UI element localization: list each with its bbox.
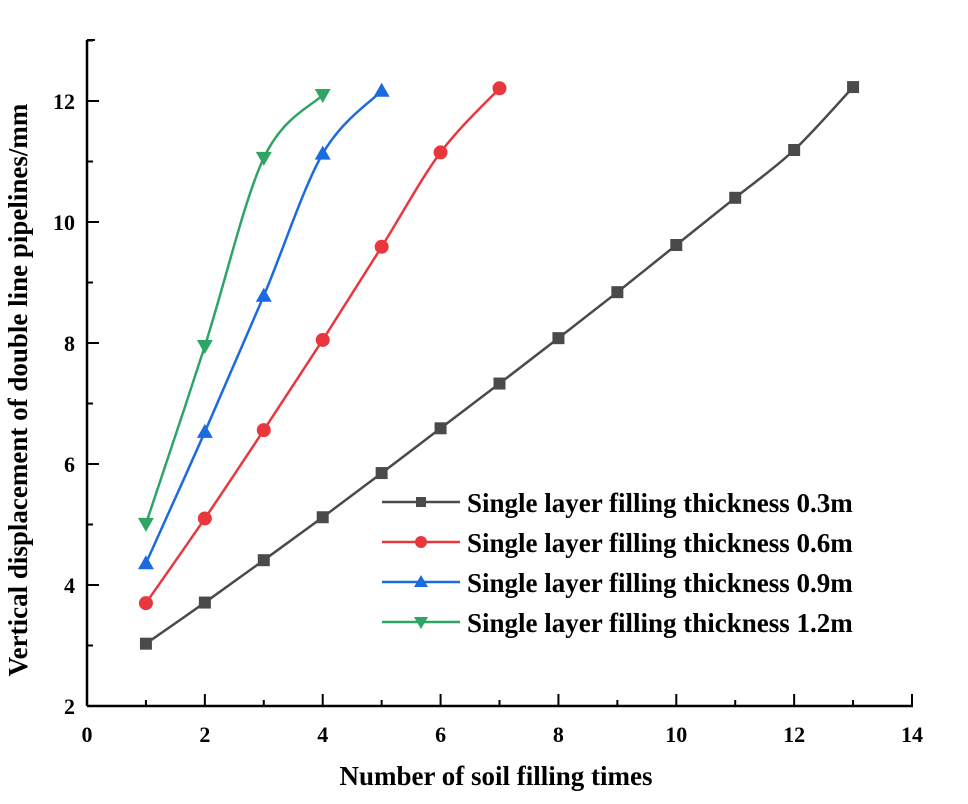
square-marker-icon [729,191,742,204]
circle-marker-icon [256,423,271,438]
square-marker-icon [375,467,388,480]
triangle-up-marker-icon [373,82,390,97]
series-3 [137,88,331,532]
square-marker-icon [847,81,860,94]
square-marker-icon [257,554,270,567]
series-2 [137,82,390,570]
x-tick-label: 2 [199,722,210,747]
square-marker-icon [198,596,211,609]
x-tick-label: 10 [665,722,687,747]
square-marker-icon [316,511,329,524]
y-tick-label: 8 [64,331,75,356]
series-line [145,86,854,645]
triangle-up-marker-icon [196,423,213,438]
circle-marker-icon [197,511,212,526]
legend-label: Single layer filling thickness 0.3m [467,488,853,518]
triangle-up-marker-icon [137,555,154,570]
series-line [144,94,324,525]
x-axis-title: Number of soil filling times [340,761,653,791]
x-tick-label: 6 [435,722,446,747]
y-tick-label: 10 [53,210,75,235]
triangle-down-marker-icon [255,151,272,166]
triangle-up-marker-icon [414,575,428,587]
y-tick-label: 6 [64,452,75,477]
triangle-down-marker-icon [137,517,154,532]
legend-label: Single layer filling thickness 0.6m [467,528,853,558]
square-marker-icon [552,332,565,345]
circle-marker-icon [492,81,507,96]
x-tick-label: 8 [553,722,564,747]
circle-marker-icon [374,239,389,254]
triangle-down-marker-icon [196,340,213,355]
circle-marker-icon [433,145,448,160]
x-tick-label: 0 [82,722,93,747]
y-tick-label: 2 [64,694,75,719]
series-group [137,81,860,650]
series-1 [138,81,507,611]
y-tick-label: 12 [53,89,75,114]
legend: Single layer filling thickness 0.3m Singl… [382,488,853,638]
x-tick-label: 4 [317,722,328,747]
circle-marker-icon [415,536,427,548]
y-tick-label: 4 [64,573,75,598]
legend-item: Single layer filling thickness 0.9m [382,568,853,598]
square-marker-icon [493,377,506,390]
triangle-up-marker-icon [255,287,272,302]
legend-item: Single layer filling thickness 0.6m [382,528,853,558]
series-0 [139,81,860,650]
square-marker-icon [670,238,683,251]
square-marker-icon [139,637,152,650]
triangle-down-marker-icon [314,88,331,103]
circle-marker-icon [315,332,330,347]
square-marker-icon [416,497,426,507]
legend-item: Single layer filling thickness 1.2m [382,608,853,638]
square-marker-icon [611,286,624,299]
circle-marker-icon [138,596,153,611]
x-tick-label: 12 [783,722,805,747]
legend-label: Single layer filling thickness 0.9m [467,568,853,598]
triangle-down-marker-icon [414,617,428,629]
legend-label: Single layer filling thickness 1.2m [467,608,853,638]
legend-item: Single layer filling thickness 0.3m [382,488,853,518]
y-axis-title: Vertical displacement of double line pip… [3,103,33,676]
square-marker-icon [434,422,447,435]
triangle-up-marker-icon [314,145,331,160]
square-marker-icon [788,144,801,157]
x-tick-label: 14 [901,722,923,747]
